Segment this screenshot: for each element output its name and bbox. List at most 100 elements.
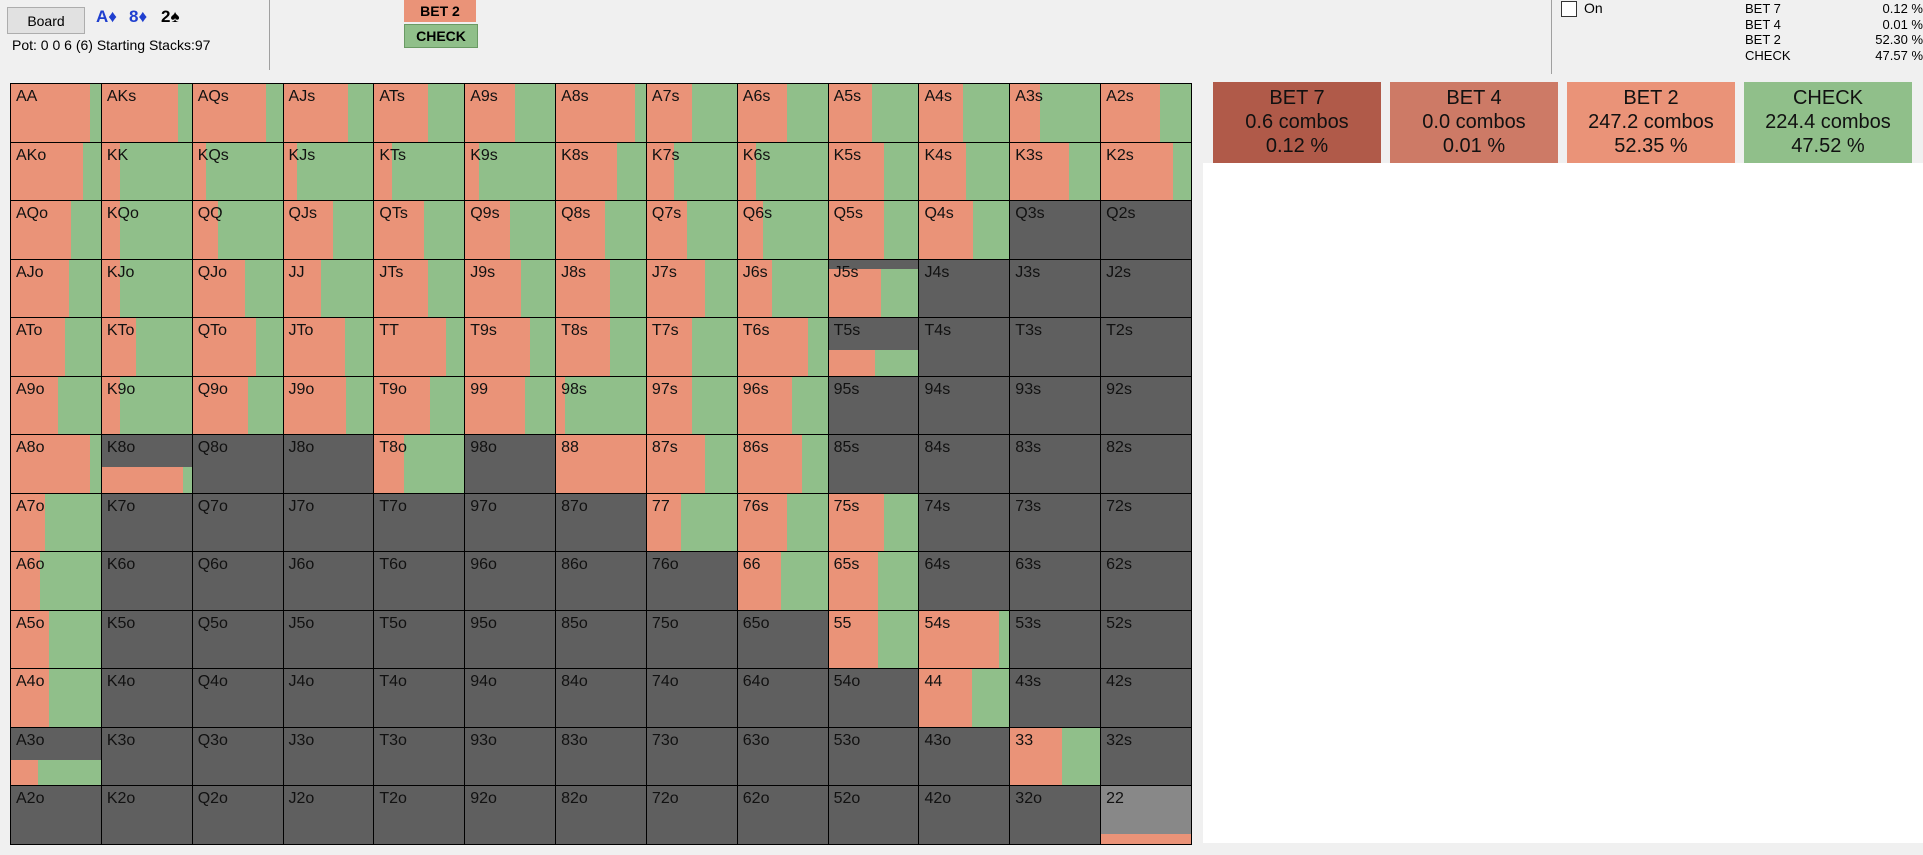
hand-cell[interactable]: Q2s (1101, 201, 1191, 259)
hand-cell[interactable]: K9s (465, 142, 556, 201)
hand-cell[interactable]: 52s (1101, 610, 1191, 669)
hand-cell[interactable]: Q6s (737, 201, 828, 259)
hand-cell[interactable]: 96s (737, 376, 828, 435)
hand-cell[interactable]: K9o (101, 376, 192, 435)
hand-cell[interactable]: AKs (101, 84, 192, 142)
hand-cell[interactable]: 74s (919, 493, 1010, 552)
hand-cell[interactable]: 32s (1101, 727, 1191, 786)
hand-cell[interactable]: K4o (101, 669, 192, 727)
hand-cell[interactable]: 62o (737, 786, 828, 844)
hand-cell[interactable]: J4s (919, 259, 1010, 318)
hand-cell[interactable]: AJs (283, 84, 374, 142)
hand-cell[interactable]: 88 (556, 435, 646, 493)
hand-cell[interactable]: Q9o (192, 376, 283, 435)
hand-cell[interactable]: 87o (556, 493, 646, 552)
hand-cell[interactable]: K5s (828, 142, 919, 201)
hand-cell[interactable]: K6o (101, 552, 192, 610)
hand-cell[interactable]: AA (11, 84, 101, 142)
hand-cell[interactable]: 86s (737, 435, 828, 493)
hand-cell[interactable]: A3s (1010, 84, 1101, 142)
hand-cell[interactable]: 76o (646, 552, 737, 610)
hand-cell[interactable]: 52o (828, 786, 919, 844)
hand-cell[interactable]: K5o (101, 610, 192, 669)
hand-cell[interactable]: 55 (828, 610, 919, 669)
hand-cell[interactable]: Q3o (192, 727, 283, 786)
hand-cell[interactable]: K4s (919, 142, 1010, 201)
hand-cell[interactable]: A7o (11, 493, 101, 552)
hand-cell[interactable]: 22 (1101, 786, 1191, 844)
hand-cell[interactable]: 95s (828, 376, 919, 435)
hand-cell[interactable]: 97s (646, 376, 737, 435)
hand-cell[interactable]: J8o (283, 435, 374, 493)
summary-box-bet7[interactable]: BET 7 0.6 combos 0.12 % (1213, 82, 1381, 164)
hand-cell[interactable]: KQs (192, 142, 283, 201)
hand-cell[interactable]: J6s (737, 259, 828, 318)
hand-cell[interactable]: 73s (1010, 493, 1101, 552)
hand-cell[interactable]: T4o (374, 669, 465, 727)
hand-cell[interactable]: 94s (919, 376, 1010, 435)
hand-cell[interactable]: T3s (1010, 318, 1101, 376)
hand-cell[interactable]: JTs (374, 259, 465, 318)
hand-cell[interactable]: 92o (465, 786, 556, 844)
hand-cell[interactable]: 63s (1010, 552, 1101, 610)
hand-cell[interactable]: 43o (919, 727, 1010, 786)
hand-cell[interactable]: QJs (283, 201, 374, 259)
hand-cell[interactable]: J9o (283, 376, 374, 435)
hand-cell[interactable]: T9s (465, 318, 556, 376)
hand-cell[interactable]: T8o (374, 435, 465, 493)
hand-cell[interactable]: 64o (737, 669, 828, 727)
hand-cell[interactable]: 93s (1010, 376, 1101, 435)
hand-cell[interactable]: A9o (11, 376, 101, 435)
hand-cell[interactable]: 85s (828, 435, 919, 493)
hand-cell[interactable]: J2o (283, 786, 374, 844)
hand-cell[interactable]: ATo (11, 318, 101, 376)
hand-cell[interactable]: J7o (283, 493, 374, 552)
hand-cell[interactable]: T5o (374, 610, 465, 669)
hand-cell[interactable]: T2o (374, 786, 465, 844)
hand-cell[interactable]: T8s (556, 318, 646, 376)
hand-cell[interactable]: 43s (1010, 669, 1101, 727)
hand-cell[interactable]: J4o (283, 669, 374, 727)
hand-cell[interactable]: 66 (737, 552, 828, 610)
hand-cell[interactable]: 85o (556, 610, 646, 669)
hand-cell[interactable]: AKo (11, 142, 101, 201)
board-button[interactable]: Board (7, 7, 85, 34)
hand-cell[interactable]: K8o (101, 435, 192, 493)
hand-cell[interactable]: QTo (192, 318, 283, 376)
hand-cell[interactable]: 33 (1010, 727, 1101, 786)
hand-cell[interactable]: KK (101, 142, 192, 201)
hand-cell[interactable]: ATs (374, 84, 465, 142)
hand-cell[interactable]: Q8s (556, 201, 646, 259)
hand-cell[interactable]: A6o (11, 552, 101, 610)
hand-cell[interactable]: Q7o (192, 493, 283, 552)
hand-cell[interactable]: A2o (11, 786, 101, 844)
hand-cell[interactable]: QJo (192, 259, 283, 318)
hand-cell[interactable]: K3o (101, 727, 192, 786)
legend-check-button[interactable]: CHECK (404, 24, 478, 48)
hand-cell[interactable]: 65s (828, 552, 919, 610)
hand-cell[interactable]: A3o (11, 727, 101, 786)
hand-cell[interactable]: T6o (374, 552, 465, 610)
hand-cell[interactable]: A4s (919, 84, 1010, 142)
hand-cell[interactable]: A8o (11, 435, 101, 493)
hand-cell[interactable]: JJ (283, 259, 374, 318)
hand-cell[interactable]: QTs (374, 201, 465, 259)
hand-cell[interactable]: 98o (465, 435, 556, 493)
hand-cell[interactable]: 74o (646, 669, 737, 727)
hand-cell[interactable]: 95o (465, 610, 556, 669)
hand-cell[interactable]: 44 (919, 669, 1010, 727)
hand-cell[interactable]: 42s (1101, 669, 1191, 727)
hand-cell[interactable]: 84s (919, 435, 1010, 493)
hand-cell[interactable]: KTo (101, 318, 192, 376)
hand-cell[interactable]: J5s (828, 259, 919, 318)
hand-cell[interactable]: Q4o (192, 669, 283, 727)
hand-cell[interactable]: 75s (828, 493, 919, 552)
hand-cell[interactable]: 99 (465, 376, 556, 435)
hand-cell[interactable]: JTo (283, 318, 374, 376)
hand-cell[interactable]: 96o (465, 552, 556, 610)
hand-cell[interactable]: 53o (828, 727, 919, 786)
hand-cell[interactable]: 92s (1101, 376, 1191, 435)
hand-cell[interactable]: K2o (101, 786, 192, 844)
hand-cell[interactable]: Q6o (192, 552, 283, 610)
hand-cell[interactable]: 94o (465, 669, 556, 727)
